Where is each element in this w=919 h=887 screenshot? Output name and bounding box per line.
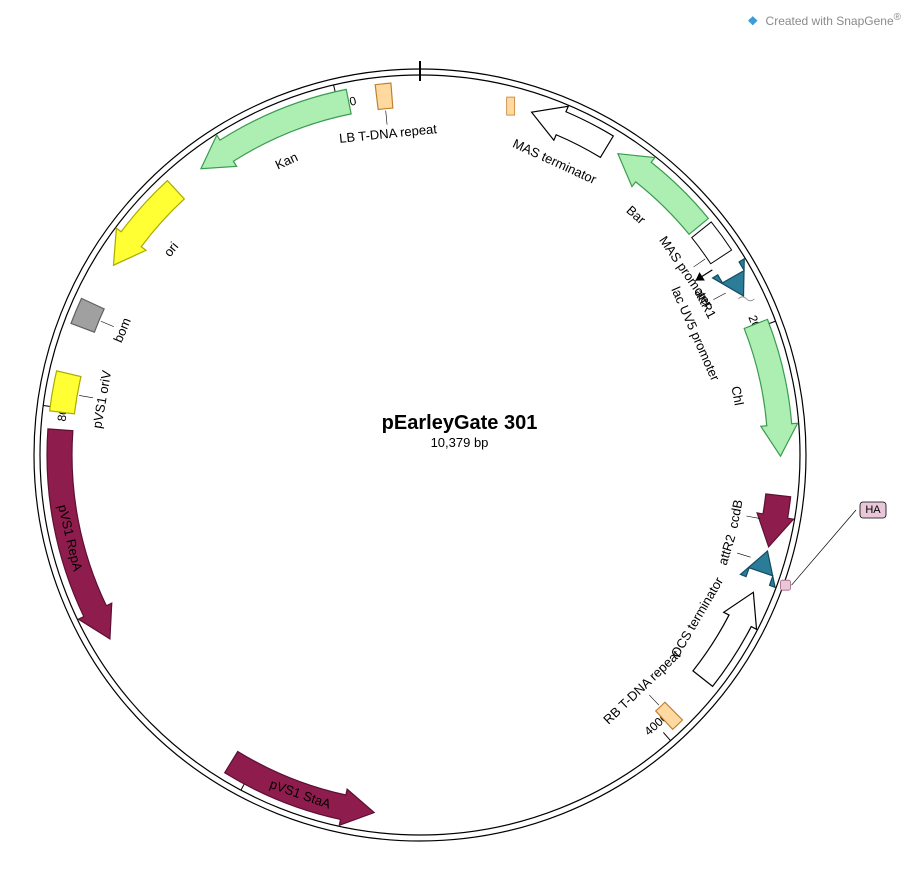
feature-label-ori: ori [161,239,182,260]
ha-marker [781,580,791,590]
feature-attr2 [740,551,775,587]
watermark-text: Created with SnapGene [766,14,894,28]
leader-line [694,259,706,267]
feature-label-bar: Bar [624,202,650,227]
feature-label-ccdb: ccdB [725,498,745,529]
plasmid-size: 10,379 bp [0,435,919,450]
leader-line [713,293,725,300]
hatch-decor [738,297,754,301]
ha-leader [792,510,856,585]
feature-pvs1-repa [47,429,112,639]
leader-line [649,695,659,705]
ha-callout-text: HA [865,504,881,516]
leader-line [79,395,93,397]
feature-label-bom: bom [110,316,134,345]
tick-mark [663,732,670,740]
leader-line [737,553,750,557]
watermark-registered: ® [894,12,901,23]
feature-attr1 [713,259,745,296]
plasmid-name: pEarleyGate 301 [0,412,919,435]
feature-bom [71,298,104,332]
leader-line [101,321,114,326]
feature-label-attr2: attR2 [715,533,739,567]
leader-line [386,111,387,125]
feature-pvs1-oriv [50,371,81,414]
feature-lb-t-dna-repeat [375,83,393,109]
feature-ccdb [757,494,793,547]
origin-box [507,97,515,115]
feature-label-lb-t-dna-repeat: LB T-DNA repeat [338,121,437,146]
watermark: ❖ Created with SnapGene® [747,12,901,28]
feature-bar [618,154,708,235]
backbone-outer [34,69,806,841]
backbone-inner [40,75,800,835]
plasmid-title-block: pEarleyGate 301 10,379 bp [0,412,919,450]
feature-label-chl: Chl [728,385,746,407]
feature-label-kan: Kan [273,149,300,172]
snapgene-logo-icon: ❖ [747,14,758,28]
